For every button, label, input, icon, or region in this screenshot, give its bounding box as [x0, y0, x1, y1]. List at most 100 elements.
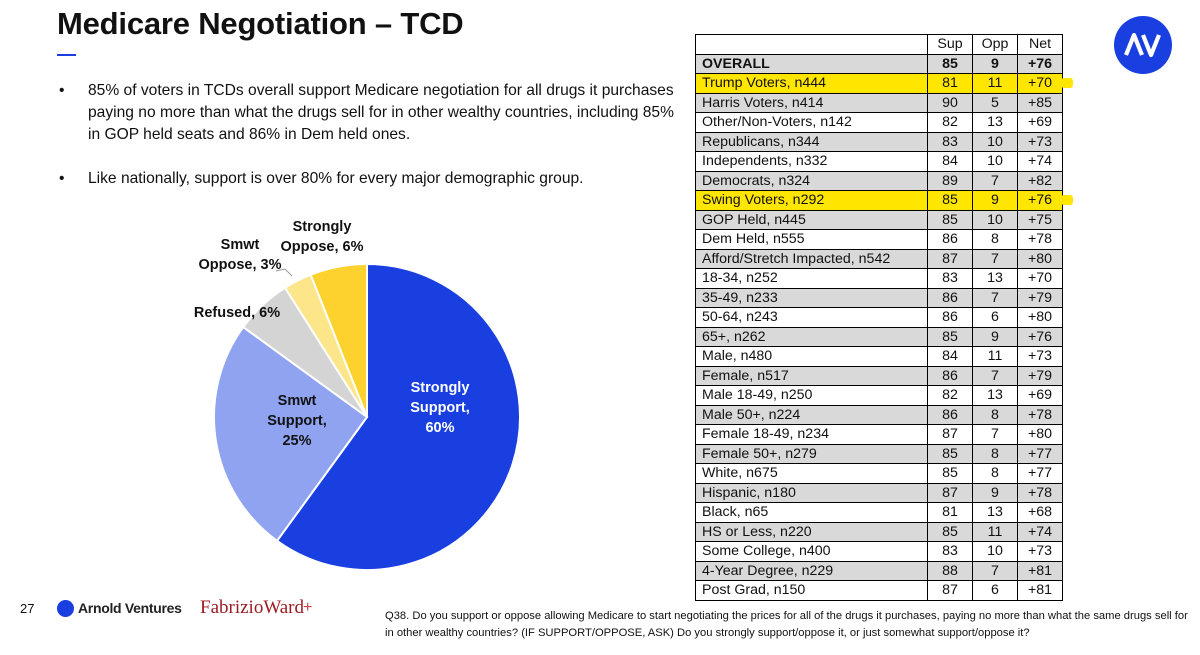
cell-opp: 9 — [972, 190, 1018, 211]
cell-sup: 87 — [927, 248, 973, 269]
cell-net: +75 — [1017, 209, 1063, 230]
row-label: Black, n65 — [695, 502, 928, 523]
bullet-list: 85% of voters in TCDs overall support Me… — [57, 80, 677, 212]
cell-sup: 86 — [927, 229, 973, 250]
slice-label-line: Support, — [267, 413, 327, 429]
cell-opp: 11 — [972, 346, 1018, 367]
results-table: Sup Opp Net OVERALL 85 9 +76 Trump Voters, n… — [695, 34, 1063, 601]
cell-net: +81 — [1017, 580, 1063, 601]
cell-sup: 85 — [927, 463, 973, 484]
row-label: Dem Held, n555 — [695, 229, 928, 250]
highlight-marker — [1061, 195, 1073, 206]
table-header-row: Sup Opp Net — [695, 34, 1063, 55]
cell-opp: 7 — [972, 560, 1018, 581]
cell-sup: 86 — [927, 365, 973, 386]
row-label: Republicans, n344 — [695, 131, 928, 152]
leader-line — [275, 268, 293, 277]
slice-label-line: 60% — [425, 420, 454, 436]
row-label: Other/Non-Voters, n142 — [695, 112, 928, 133]
cell-net: +76 — [1017, 190, 1063, 211]
page-title: Medicare Negotiation – TCD — [57, 6, 464, 41]
cell-sup: 86 — [927, 307, 973, 328]
row-label: Male, n480 — [695, 346, 928, 367]
cell-opp: 8 — [972, 229, 1018, 250]
cell-net: +73 — [1017, 131, 1063, 152]
arnold-ventures-logo: Arnold Ventures — [78, 600, 182, 616]
table-row: Dem Held, n555 86 8 +78 — [695, 229, 1063, 250]
table-row: Harris Voters, n414 90 5 +85 — [695, 92, 1063, 113]
arnold-ventures-logo-icon — [57, 600, 74, 617]
page-number: 27 — [20, 601, 35, 616]
slice-label-line: Smwt — [221, 237, 260, 253]
row-label: Female 50+, n279 — [695, 443, 928, 464]
table-row: Post Grad, n150 87 6 +81 — [695, 580, 1063, 601]
cell-opp: 13 — [972, 268, 1018, 289]
cell-net: +80 — [1017, 248, 1063, 269]
row-label: Some College, n400 — [695, 541, 928, 562]
slice-label-line: Support, — [410, 400, 470, 416]
cell-sup: 89 — [927, 170, 973, 191]
cell-opp: 7 — [972, 424, 1018, 445]
table-row: 65+, n262 85 9 +76 — [695, 326, 1063, 347]
row-label: Hispanic, n180 — [695, 482, 928, 503]
row-label: Democrats, n324 — [695, 170, 928, 191]
cell-net: +76 — [1017, 326, 1063, 347]
row-label: Trump Voters, n444 — [695, 73, 928, 94]
row-label: 65+, n262 — [695, 326, 928, 347]
cell-opp: 10 — [972, 541, 1018, 562]
bullet-item: 85% of voters in TCDs overall support Me… — [57, 80, 677, 146]
slice-label: Smwt Support, 25% — [267, 393, 327, 449]
cell-net: +68 — [1017, 502, 1063, 523]
table-row: White, n675 85 8 +77 — [695, 463, 1063, 484]
cell-net: +70 — [1017, 268, 1063, 289]
pie-slice — [213, 325, 369, 543]
slice-label-line: Refused, 6% — [194, 305, 280, 321]
cell-opp: 9 — [972, 53, 1018, 74]
fabrizio-ward-logo: FabrizioWard — [200, 597, 304, 618]
slice-label-line: Strongly — [293, 219, 352, 235]
table-row: Male 18-49, n250 82 13 +69 — [695, 385, 1063, 406]
row-label: 50-64, n243 — [695, 307, 928, 328]
cell-net: +77 — [1017, 443, 1063, 464]
cell-opp: 5 — [972, 92, 1018, 113]
cell-net: +76 — [1017, 53, 1063, 74]
cell-opp: 7 — [972, 365, 1018, 386]
cell-sup: 82 — [927, 112, 973, 133]
pie-slice — [309, 262, 368, 418]
table-row: 4-Year Degree, n229 88 7 +81 — [695, 560, 1063, 581]
cell-opp: 7 — [972, 248, 1018, 269]
cell-sup: 85 — [927, 53, 973, 74]
slice-label-line: 25% — [282, 433, 311, 449]
slice-label-line: Oppose, 6% — [281, 239, 364, 255]
table-row: Male 50+, n224 86 8 +78 — [695, 404, 1063, 425]
column-header: Opp — [972, 34, 1018, 55]
cell-opp: 13 — [972, 385, 1018, 406]
cell-net: +79 — [1017, 365, 1063, 386]
cell-sup: 83 — [927, 541, 973, 562]
cell-opp: 8 — [972, 404, 1018, 425]
table-row: Trump Voters, n444 81 11 +70 — [695, 73, 1063, 94]
table-row: Democrats, n324 89 7 +82 — [695, 170, 1063, 191]
table-row: Some College, n400 83 10 +73 — [695, 541, 1063, 562]
slice-label: Refused, 6% — [194, 305, 280, 321]
column-header: Sup — [927, 34, 973, 55]
cell-net: +79 — [1017, 287, 1063, 308]
cell-opp: 10 — [972, 151, 1018, 172]
cell-sup: 83 — [927, 131, 973, 152]
table-row: Swing Voters, n292 85 9 +76 — [695, 190, 1063, 211]
table-row: 50-64, n243 86 6 +80 — [695, 307, 1063, 328]
cell-net: +78 — [1017, 482, 1063, 503]
row-label: Afford/Stretch Impacted, n542 — [695, 248, 928, 269]
table-row: Republicans, n344 83 10 +73 — [695, 131, 1063, 152]
cell-sup: 90 — [927, 92, 973, 113]
cell-net: +77 — [1017, 463, 1063, 484]
cell-opp: 9 — [972, 326, 1018, 347]
cell-sup: 85 — [927, 521, 973, 542]
table-row: GOP Held, n445 85 10 +75 — [695, 209, 1063, 230]
table-row: OVERALL 85 9 +76 — [695, 53, 1063, 74]
table-row: Female 50+, n279 85 8 +77 — [695, 443, 1063, 464]
row-label: 18-34, n252 — [695, 268, 928, 289]
row-label: Post Grad, n150 — [695, 580, 928, 601]
cell-sup: 81 — [927, 502, 973, 523]
table-row: Black, n65 81 13 +68 — [695, 502, 1063, 523]
